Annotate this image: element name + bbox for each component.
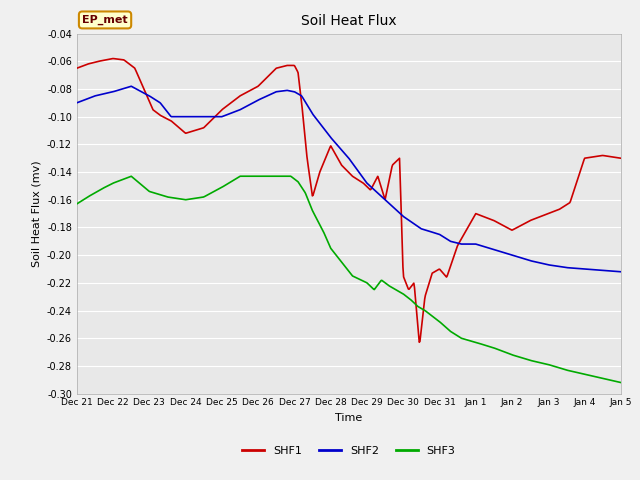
Y-axis label: Soil Heat Flux (mv): Soil Heat Flux (mv) [31,160,41,267]
Legend: SHF1, SHF2, SHF3: SHF1, SHF2, SHF3 [237,441,460,460]
X-axis label: Time: Time [335,413,362,423]
Text: EP_met: EP_met [82,15,128,25]
Title: Soil Heat Flux: Soil Heat Flux [301,14,397,28]
